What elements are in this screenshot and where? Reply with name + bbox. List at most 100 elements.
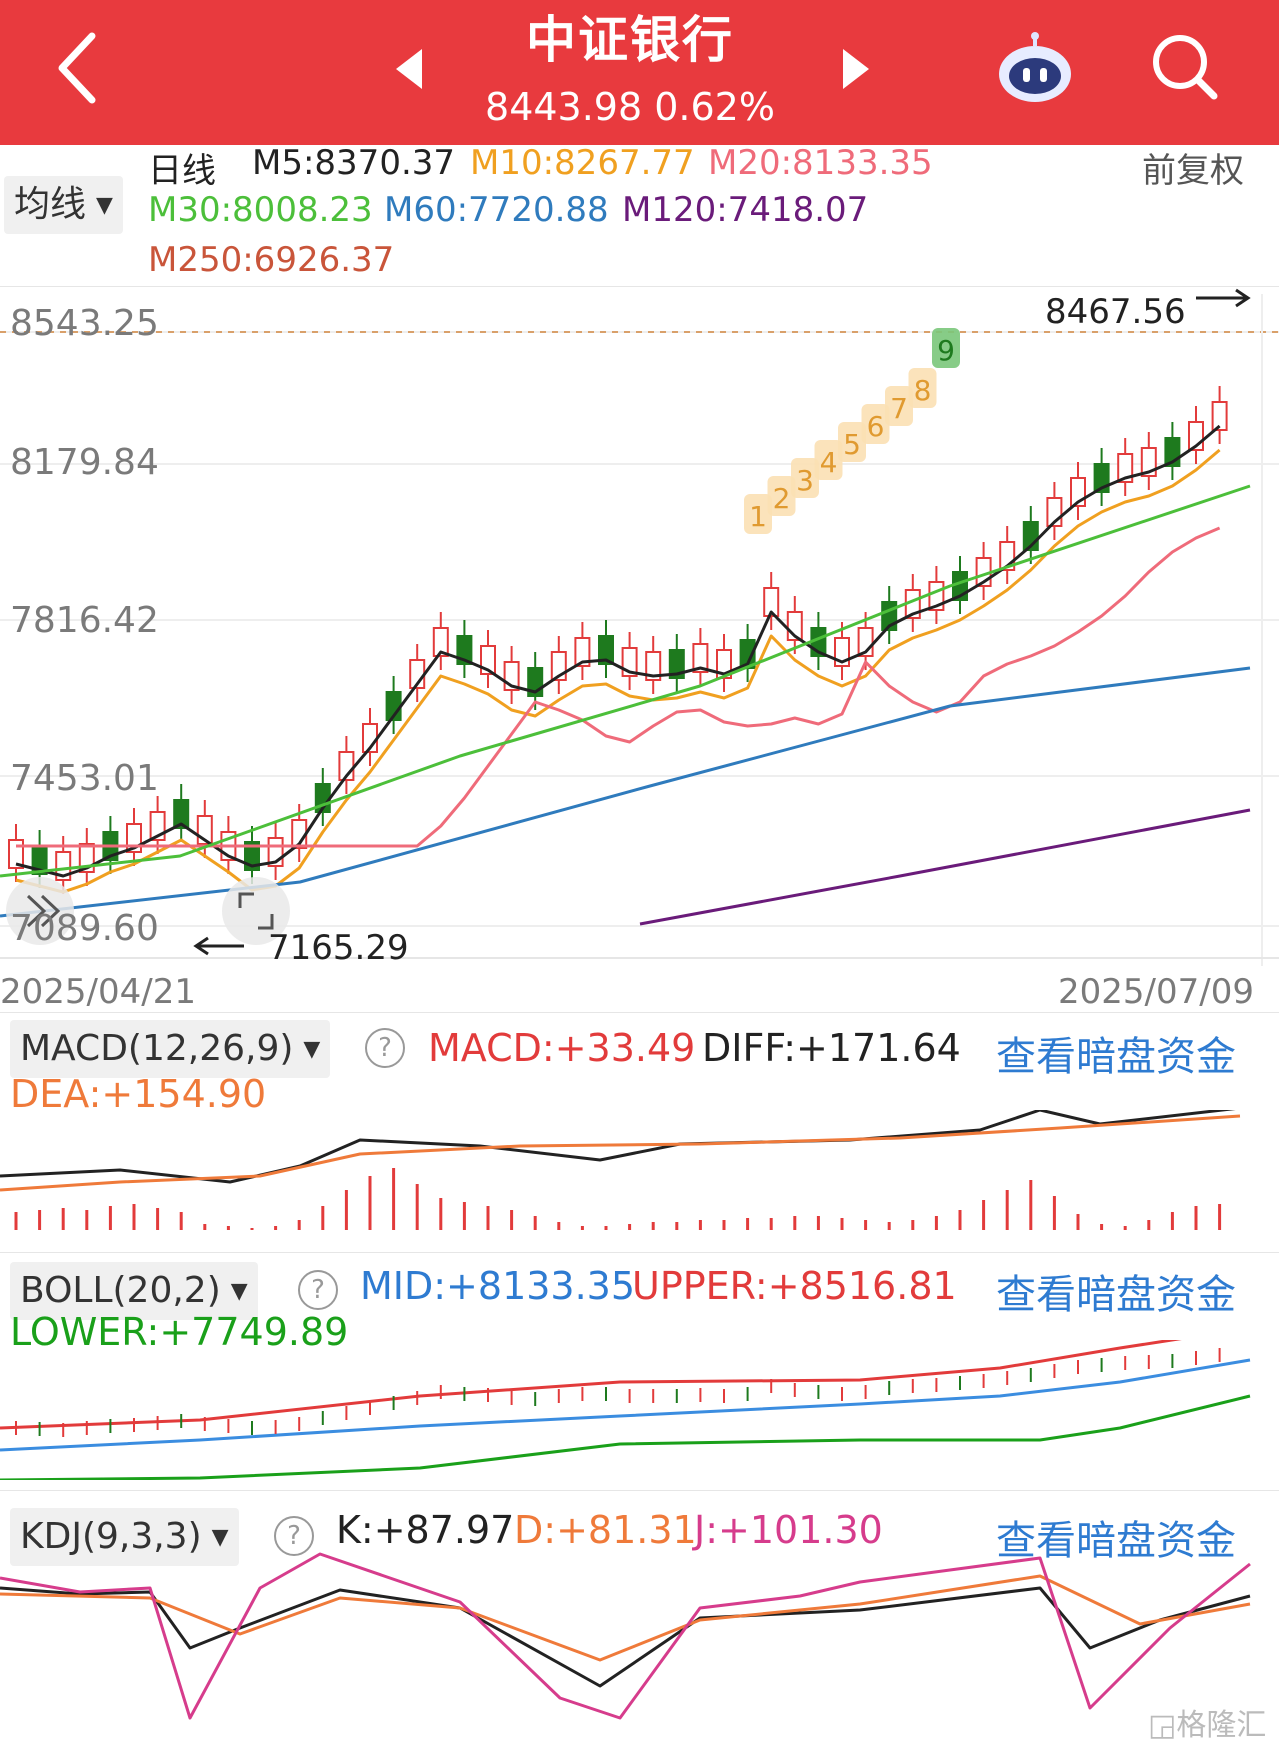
kdj-j-value: J:+101.30	[694, 1508, 883, 1552]
arrow-left-icon	[193, 936, 244, 956]
boll-lower-value: LOWER:+7749.89	[10, 1310, 349, 1354]
k-line	[0, 1586, 1251, 1688]
help-icon[interactable]: ?	[365, 1028, 405, 1068]
td-count-label: 4	[820, 446, 838, 479]
boll-mid-line	[0, 1358, 1251, 1452]
ma250-label: M250:6926.37	[148, 240, 395, 280]
td-count-label: 3	[796, 464, 814, 497]
candle-body	[1211, 401, 1228, 431]
ma30-label: M30:8008.23	[148, 190, 373, 230]
macd-value: MACD:+33.49	[428, 1026, 696, 1070]
boll-lower-line	[0, 1394, 1251, 1480]
fullscreen-icon	[238, 892, 274, 930]
triangle-right-icon	[843, 49, 869, 89]
candle-body	[432, 627, 449, 657]
kdj-chart	[0, 1552, 1251, 1720]
triangle-left-icon	[396, 49, 422, 89]
kdj-d-value: D:+81.31	[514, 1508, 697, 1552]
watermark: ◲格隆汇	[1148, 1700, 1266, 1744]
td-count-label: 8	[914, 374, 932, 407]
candle-body	[598, 635, 614, 665]
y-axis-label: 7816.42	[10, 600, 159, 641]
high-marker: 8467.56	[1045, 292, 1186, 332]
period-label: 日线	[148, 151, 216, 191]
assistant-button[interactable]	[995, 30, 1075, 110]
ma-selector[interactable]: 均线 ▼	[4, 176, 123, 234]
td-count-badge	[885, 386, 913, 426]
candle-body	[763, 587, 780, 617]
candle-body	[574, 637, 591, 667]
kdj-selector[interactable]: KDJ(9,3,3) ▼	[10, 1508, 239, 1566]
divider	[0, 1012, 1279, 1013]
td-count-label: 5	[843, 428, 861, 461]
dea-value: DEA:+154.90	[10, 1072, 267, 1116]
kdj-k-value: K:+87.97	[336, 1508, 515, 1552]
ma120-label: M120:7418.07	[622, 190, 869, 230]
next-index-button[interactable]	[835, 45, 875, 95]
td-count-badge	[861, 404, 890, 444]
td-count-badge	[932, 328, 960, 368]
watermark-text: 格隆汇	[1176, 1708, 1267, 1743]
arrow-right-icon	[1196, 288, 1251, 308]
current-price: 8443.98	[485, 85, 643, 129]
ma30-line	[0, 484, 1251, 878]
candle-body	[173, 799, 190, 829]
dea-line	[0, 1114, 1241, 1192]
dark-pool-link[interactable]: 查看暗盘资金	[996, 1272, 1236, 1318]
macd-selector-label: MACD(12,26,9)	[20, 1028, 294, 1069]
td-count-label: 1	[749, 500, 767, 533]
search-button[interactable]	[1150, 32, 1220, 102]
divider	[0, 1490, 1279, 1491]
ma120-line	[639, 808, 1251, 926]
help-icon[interactable]: ?	[274, 1516, 314, 1556]
kdj-selector-label: KDJ(9,3,3)	[20, 1516, 202, 1557]
back-button[interactable]	[50, 28, 110, 108]
scroll-button	[6, 877, 74, 945]
y-axis-label: 7089.60	[10, 908, 159, 949]
help-icon[interactable]: ?	[298, 1270, 338, 1310]
boll-chart	[0, 1340, 1251, 1480]
boll-selector[interactable]: BOLL(20,2) ▼	[10, 1262, 258, 1320]
boll-upper-value: UPPER:+8516.81	[632, 1264, 957, 1308]
macd-selector[interactable]: MACD(12,26,9) ▼	[10, 1020, 331, 1078]
search-icon	[1153, 35, 1218, 100]
candle-body	[55, 851, 72, 881]
diff-line	[0, 1110, 1236, 1184]
dark-pool-link[interactable]: 查看暗盘资金	[996, 1034, 1236, 1080]
prev-index-button[interactable]	[390, 45, 430, 95]
macd-chart	[0, 1110, 1241, 1230]
ma60-label: M60:7720.88	[384, 190, 609, 230]
dark-pool-link[interactable]: 查看暗盘资金	[996, 1518, 1236, 1564]
candle-body	[645, 651, 662, 681]
caret-down-icon: ▼	[303, 1037, 321, 1062]
diff-value: DIFF:+171.64	[702, 1026, 961, 1070]
td-count-badge	[744, 494, 772, 534]
td-count-badge	[838, 422, 866, 462]
td-count-label: 9	[937, 334, 955, 367]
price-line: 8443.98 0.62%	[440, 85, 820, 129]
divider	[0, 286, 1279, 287]
end-date: 2025/07/09	[1058, 972, 1254, 1012]
j-line	[0, 1552, 1251, 1720]
adjust-mode[interactable]: 前复权	[1142, 151, 1244, 191]
ma60-line	[0, 666, 1251, 918]
change-percent: 0.62%	[654, 85, 775, 129]
boll-mid-value: MID:+8133.35	[360, 1264, 636, 1308]
td-count-badge	[791, 458, 819, 498]
page-title: 中证银行	[526, 11, 734, 69]
td-count-badge	[908, 368, 937, 408]
double-chevron-icon	[26, 894, 61, 928]
td-count-label: 2	[773, 482, 791, 515]
td-count-label: 6	[867, 410, 885, 443]
ma10-line	[15, 448, 1221, 894]
robot-icon	[999, 32, 1071, 102]
start-date: 2025/04/21	[0, 972, 196, 1012]
candle-body	[692, 643, 709, 673]
top-bar: 中证银行 8443.98 0.62%	[0, 0, 1279, 145]
caret-down-icon: ▼	[211, 1525, 229, 1550]
divider	[0, 1252, 1279, 1253]
logo-icon: ◲	[1148, 1708, 1177, 1743]
caret-down-icon: ▼	[230, 1279, 248, 1304]
boll-selector-label: BOLL(20,2)	[20, 1270, 221, 1311]
